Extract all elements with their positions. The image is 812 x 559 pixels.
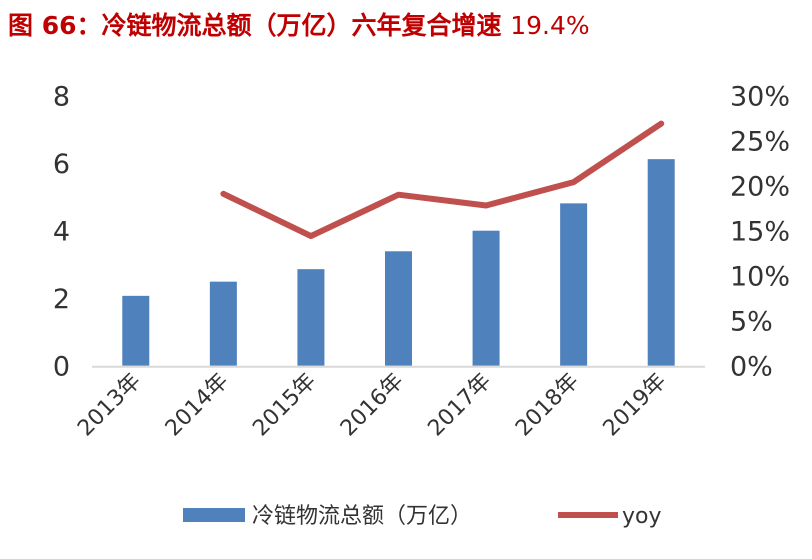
left-tick-label: 8 — [53, 82, 70, 113]
left-tick-label: 2 — [53, 284, 70, 315]
bar — [122, 295, 150, 366]
left-tick-label: 0 — [53, 352, 70, 383]
title-text: 图 66：冷链物流总额（万亿）六年复合增速 — [8, 11, 502, 40]
right-tick-label: 10% — [730, 262, 790, 293]
bar — [472, 230, 500, 366]
x-tick-label: 2018年 — [511, 369, 584, 442]
x-tick-label: 2015年 — [248, 369, 321, 442]
x-tick-label: 2014年 — [161, 369, 234, 442]
legend-line-label: yoy — [622, 504, 662, 529]
legend-bar-label: 冷链物流总额（万亿） — [252, 504, 472, 529]
bar — [297, 269, 325, 366]
x-tick-label: 2019年 — [599, 369, 672, 442]
right-tick-label: 30% — [730, 82, 790, 113]
right-tick-label: 5% — [730, 307, 773, 338]
x-tick-label: 2013年 — [73, 369, 146, 442]
left-tick-label: 6 — [53, 149, 70, 180]
left-tick-label: 4 — [53, 217, 70, 248]
right-tick-label: 25% — [730, 127, 790, 158]
legend-bar-swatch — [183, 508, 245, 522]
bar — [385, 251, 412, 366]
right-tick-label: 20% — [730, 172, 790, 203]
bar — [560, 203, 588, 366]
bar — [209, 281, 237, 366]
right-tick-label: 0% — [730, 352, 773, 383]
x-tick-label: 2017年 — [423, 369, 496, 442]
right-tick-label: 15% — [730, 217, 790, 248]
yoy-line — [220, 120, 665, 240]
title-rate: 19.4% — [510, 11, 590, 40]
x-tick-label: 2016年 — [336, 369, 409, 442]
chart-title: 图 66：冷链物流总额（万亿）六年复合增速 19.4% — [8, 6, 590, 42]
bar — [647, 159, 675, 366]
